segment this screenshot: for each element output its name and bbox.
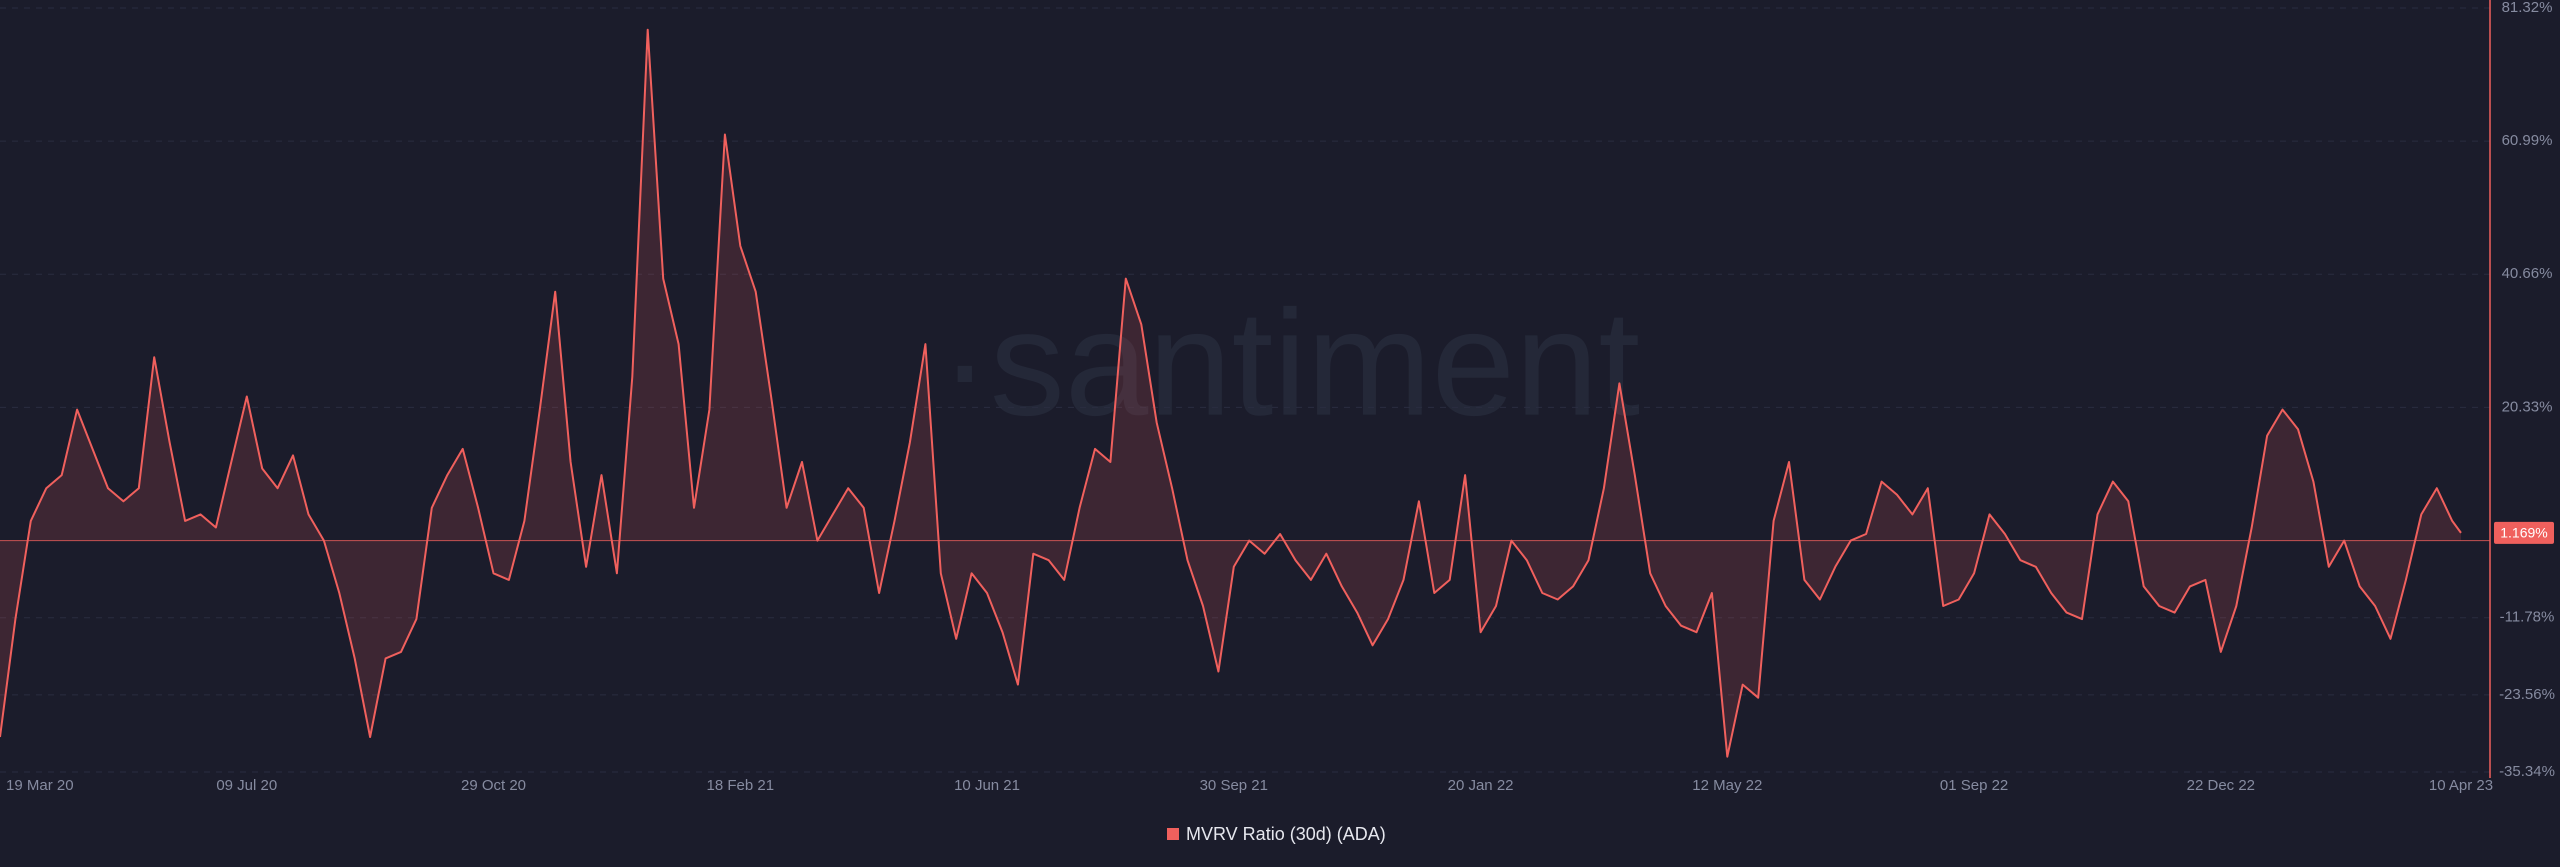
y-tick-label: 81.32% <box>2502 0 2553 16</box>
y-tick-label: -35.34% <box>2499 763 2555 780</box>
x-tick-label: 20 Jan 22 <box>1448 777 1514 794</box>
watermark: ·santiment <box>940 279 1640 447</box>
current-value-marker <box>2494 521 2554 544</box>
x-tick-label: 12 May 22 <box>1692 777 1762 794</box>
x-tick-label: 18 Feb 21 <box>707 777 775 794</box>
y-tick-label: 40.66% <box>2502 265 2553 282</box>
y-tick-label: -23.56% <box>2499 686 2555 703</box>
x-tick-label: 19 Mar 20 <box>6 777 74 794</box>
y-tick-label: -11.78% <box>2500 609 2555 626</box>
x-tick-label: 29 Oct 20 <box>461 777 526 794</box>
x-tick-label: 01 Sep 22 <box>1940 777 2008 794</box>
x-tick-label: 10 Apr 23 <box>2429 777 2493 794</box>
y-tick-label: 20.33% <box>2502 398 2553 415</box>
line <box>0 28 2462 758</box>
legend-label: MVRV Ratio (30d) (ADA) <box>1186 824 1386 844</box>
y-tick-label: 60.99% <box>2502 132 2553 149</box>
x-tick-label: 10 Jun 21 <box>954 777 1020 794</box>
x-tick-label: 22 Dec 22 <box>2187 777 2255 794</box>
x-tick-label: 09 Jul 20 <box>216 777 277 794</box>
x-tick-label: 30 Sep 21 <box>1200 777 1268 794</box>
legend-swatch[interactable] <box>1167 828 1179 840</box>
current-value-label: 1.169% <box>2500 525 2547 541</box>
